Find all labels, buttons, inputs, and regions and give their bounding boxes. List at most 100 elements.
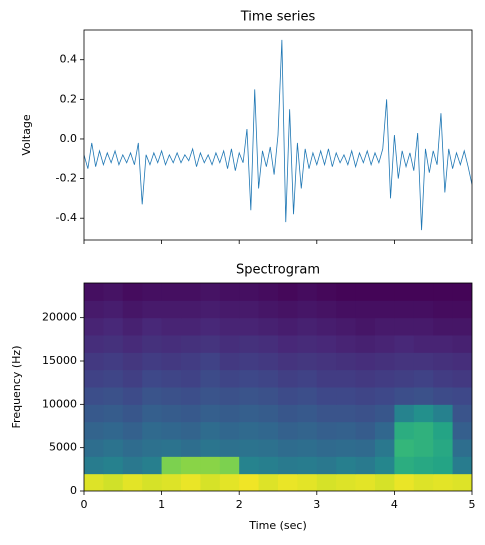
heatmap-cell (394, 473, 415, 491)
heatmap-cell (394, 283, 415, 301)
heatmap-cell (355, 369, 376, 388)
heatmap-cell (316, 335, 337, 353)
heatmap-cell (336, 473, 357, 491)
heatmap-cell (375, 404, 395, 423)
heatmap-cell (278, 300, 298, 319)
heatmap-cell (122, 352, 143, 371)
heatmap-cell (239, 404, 260, 423)
y-tick-label: -0.4 (56, 211, 77, 224)
x-tick-label: 3 (313, 498, 320, 511)
heatmap-cell (239, 456, 260, 475)
heatmap-cell (181, 456, 201, 475)
heatmap-cell (181, 439, 201, 457)
heatmap-cell (142, 439, 163, 457)
x-tick-label: 4 (391, 498, 398, 511)
x-axis-label: Time (sec) (248, 519, 307, 532)
heatmap-cell (122, 439, 143, 457)
heatmap-cell (122, 404, 143, 423)
heatmap-cell (355, 300, 376, 319)
heatmap-cell (297, 369, 318, 388)
heatmap-cell (355, 387, 376, 405)
heatmap-cell (452, 283, 472, 301)
heatmap-cell (142, 317, 163, 336)
heatmap-cell (375, 387, 395, 405)
heatmap-cell (258, 352, 279, 371)
heatmap-cell (316, 387, 337, 405)
heatmap-cell (103, 317, 124, 336)
heatmap-cell (200, 387, 221, 405)
heatmap-cell (297, 456, 318, 475)
heatmap-cell (336, 369, 357, 388)
heatmap-cell (161, 317, 182, 336)
heatmap-cell (297, 387, 318, 405)
y-axis-label: Frequency (Hz) (10, 346, 23, 429)
heatmap-cell (122, 369, 143, 388)
x-tick-label: 2 (236, 498, 243, 511)
heatmap-cell (181, 387, 201, 405)
heatmap-cell (433, 387, 454, 405)
heatmap-cell (84, 335, 104, 353)
heatmap-cell (258, 404, 279, 423)
heatmap-cell (375, 421, 395, 440)
heatmap-cell (452, 300, 472, 319)
heatmap-cell (433, 317, 454, 336)
heatmap-cell (336, 404, 357, 423)
heatmap-cell (316, 421, 337, 440)
heatmap-cell (200, 283, 221, 301)
heatmap-cell (278, 404, 298, 423)
y-tick-label: 5000 (49, 441, 77, 454)
heatmap-cell (200, 473, 221, 491)
heatmap-cell (239, 317, 260, 336)
heatmap-cell (297, 300, 318, 319)
heatmap-cell (161, 473, 182, 491)
heatmap-cell (375, 300, 395, 319)
heatmap-cell (336, 387, 357, 405)
heatmap-cell (219, 283, 240, 301)
y-tick-label: 0 (70, 484, 77, 497)
heatmap-cell (413, 404, 434, 423)
heatmap-cell (142, 473, 163, 491)
heatmap-cell (181, 404, 201, 423)
heatmap-cell (103, 335, 124, 353)
heatmap-cell (103, 421, 124, 440)
heatmap-cell (258, 421, 279, 440)
heatmap-cell (181, 300, 201, 319)
heatmap-cell (413, 317, 434, 336)
y-tick-label: 0.2 (60, 92, 78, 105)
heatmap-cell (181, 352, 201, 371)
heatmap-cell (375, 473, 395, 491)
y-tick-label: 0.4 (60, 53, 78, 66)
heatmap-cell (278, 283, 298, 301)
heatmap-cell (200, 456, 221, 475)
heatmap-cell (239, 300, 260, 319)
heatmap-cell (122, 473, 143, 491)
heatmap-cell (258, 335, 279, 353)
y-tick-label: -0.2 (56, 172, 77, 185)
heatmap-cell (316, 473, 337, 491)
heatmap-cell (200, 404, 221, 423)
heatmap-cell (413, 456, 434, 475)
x-tick-label: 5 (469, 498, 476, 511)
heatmap-cell (200, 335, 221, 353)
heatmap-cell (258, 473, 279, 491)
heatmap-cell (219, 456, 240, 475)
heatmap-cell (84, 456, 104, 475)
heatmap-cell (278, 317, 298, 336)
heatmap-cell (258, 283, 279, 301)
heatmap-cell (413, 421, 434, 440)
heatmap-cell (84, 300, 104, 319)
heatmap-cell (336, 439, 357, 457)
heatmap-cell (103, 369, 124, 388)
heatmap-cell (84, 421, 104, 440)
heatmap-cell (161, 421, 182, 440)
heatmap-cell (142, 387, 163, 405)
heatmap-cell (258, 387, 279, 405)
heatmap-cell (84, 439, 104, 457)
heatmap-cell (219, 369, 240, 388)
heatmap-cell (103, 439, 124, 457)
heatmap-cell (375, 439, 395, 457)
heatmap-cell (336, 352, 357, 371)
x-tick-label: 1 (158, 498, 165, 511)
heatmap-cell (394, 387, 415, 405)
